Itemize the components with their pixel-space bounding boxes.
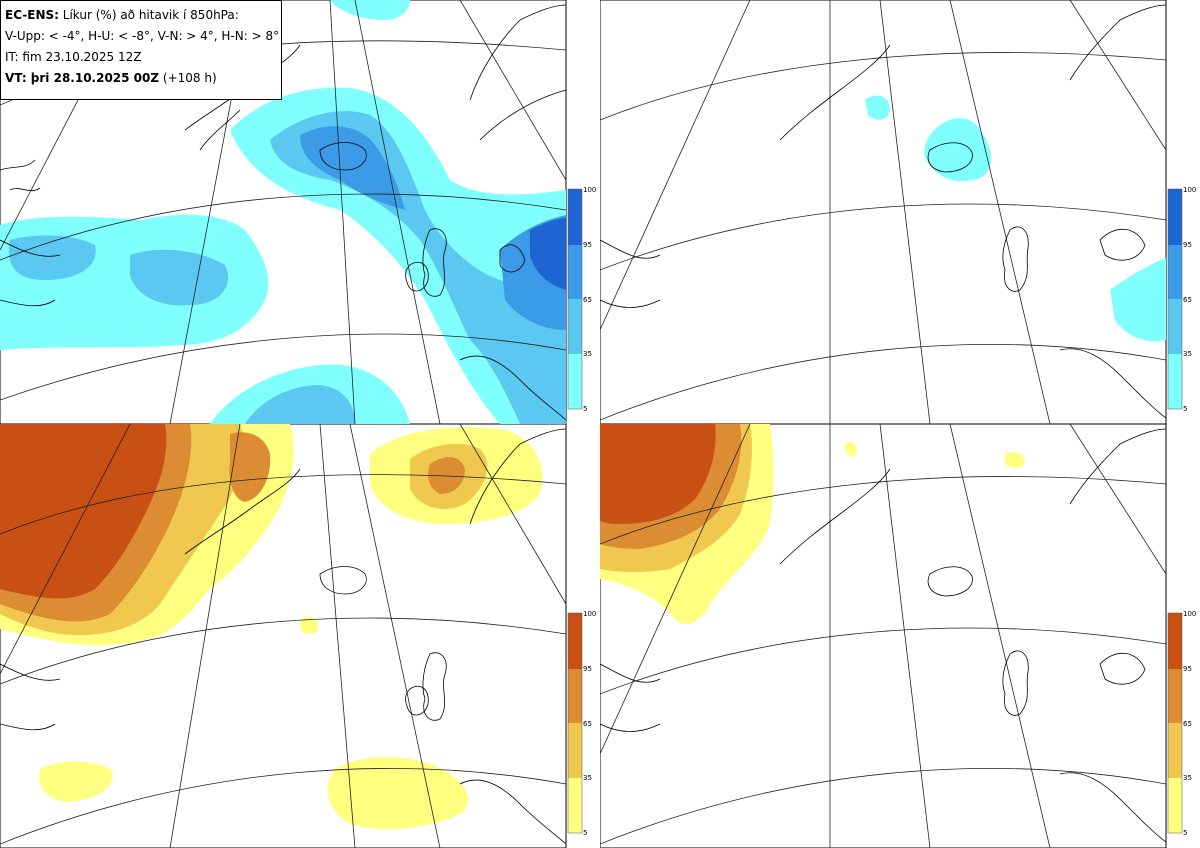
thresholds-line: V-Upp: < -4°, H-U: < -8°, V-N: > 4°, H-N… xyxy=(5,29,280,43)
colorbar-cold: 100 95 65 35 5 xyxy=(567,186,596,413)
colorbar-tick: 65 xyxy=(1183,296,1192,304)
colorbar-tick: 35 xyxy=(583,350,592,358)
colorbar-tick: 100 xyxy=(583,610,596,618)
map-panel-warm-moderate: 100 95 65 35 5 xyxy=(0,424,600,848)
graticule xyxy=(0,424,567,848)
map-panel-cold-strong: 100 95 65 35 5 xyxy=(600,0,1200,424)
map-canvas xyxy=(600,0,1167,424)
map-panel-cold-moderate: EC-ENS: Líkur (%) að hitavik í 850hPa: V… xyxy=(0,0,600,424)
colorbar-tick: 65 xyxy=(583,296,592,304)
colorbar-tick: 100 xyxy=(583,186,596,194)
colorbar-tick: 5 xyxy=(583,405,587,413)
coastlines xyxy=(600,428,1167,843)
probability-shading xyxy=(0,424,543,830)
coastlines xyxy=(600,4,1167,419)
probability-shading xyxy=(865,95,1166,342)
colorbar-tick: 65 xyxy=(583,720,592,728)
map-legend-box: EC-ENS: Líkur (%) að hitavik í 850hPa: V… xyxy=(0,0,282,100)
colorbar-tick: 5 xyxy=(1183,829,1187,837)
colorbar-tick: 35 xyxy=(583,774,592,782)
colorbar-tick: 5 xyxy=(583,829,587,837)
colorbar-tick: 100 xyxy=(1183,610,1196,618)
colorbar-tick: 95 xyxy=(583,241,592,249)
initial-time-line: IT: fim 23.10.2025 12Z xyxy=(5,50,142,64)
colorbar-tick: 95 xyxy=(583,665,592,673)
colorbar-cold: 100 95 65 35 5 xyxy=(1167,186,1196,413)
map-canvas xyxy=(0,424,567,848)
colorbar-warm: 100 95 65 35 5 xyxy=(567,610,596,837)
title-line: EC-ENS: Líkur (%) að hitavik í 850hPa: xyxy=(5,8,239,22)
probability-shading xyxy=(0,0,566,424)
colorbar-warm: 100 95 65 35 5 xyxy=(1167,610,1196,837)
coastlines xyxy=(0,428,567,845)
colorbar-tick: 65 xyxy=(1183,720,1192,728)
map-canvas xyxy=(0,0,567,424)
colorbar-tick: 5 xyxy=(1183,405,1187,413)
map-canvas xyxy=(600,424,1167,848)
graticule xyxy=(600,424,1167,848)
map-panel-warm-strong: 100 95 65 35 5 xyxy=(600,424,1200,848)
colorbar-tick: 35 xyxy=(1183,350,1192,358)
graticule xyxy=(600,0,1167,424)
probability-shading xyxy=(600,424,1025,624)
valid-time-line: VT: þri 28.10.2025 00Z (+108 h) xyxy=(5,71,217,85)
colorbar-tick: 95 xyxy=(1183,241,1192,249)
colorbar-tick: 95 xyxy=(1183,665,1192,673)
colorbar-tick: 100 xyxy=(1183,186,1196,194)
colorbar-tick: 35 xyxy=(1183,774,1192,782)
